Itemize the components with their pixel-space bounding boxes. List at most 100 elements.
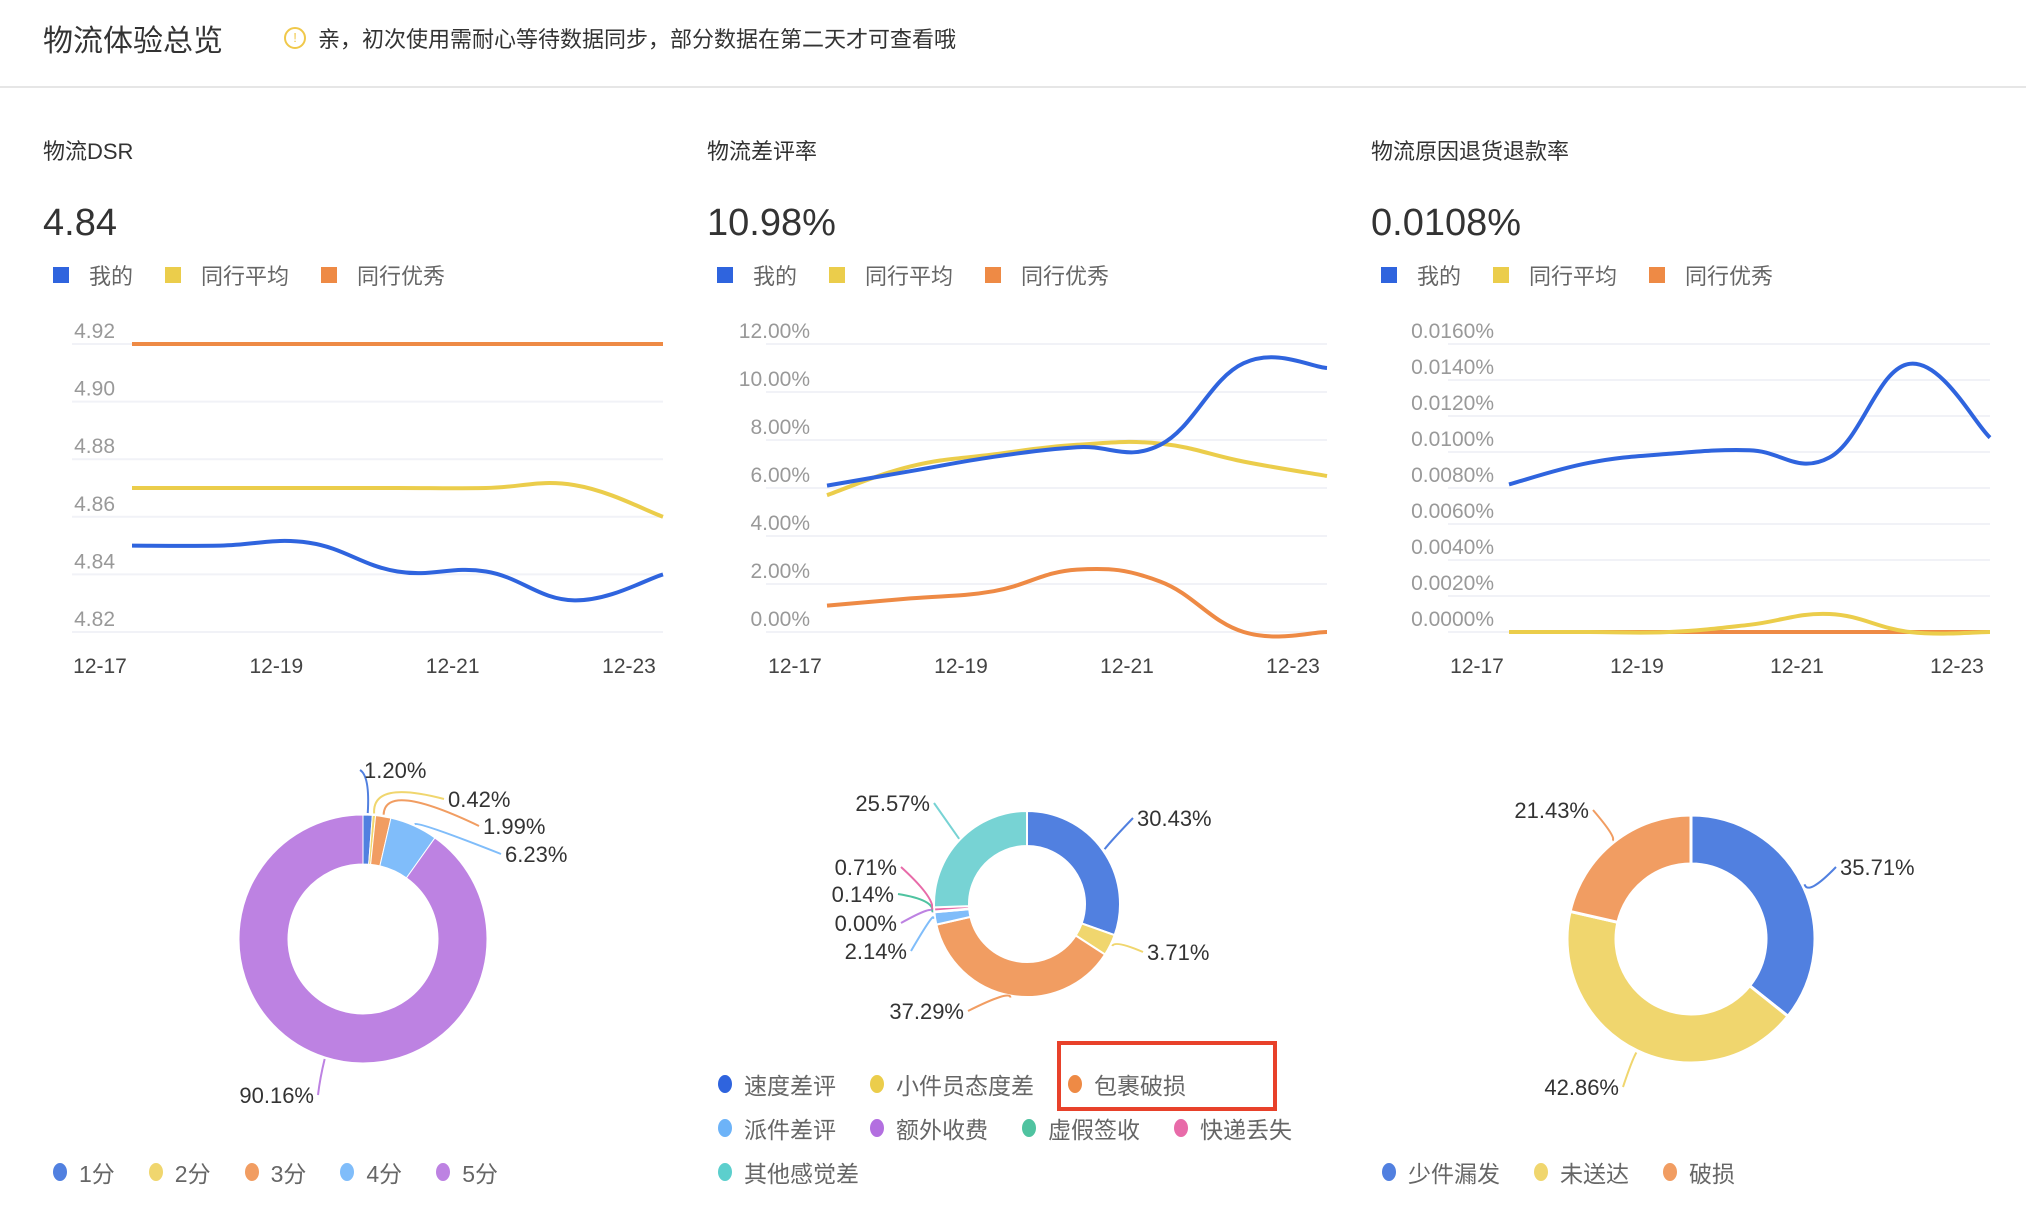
legend-item[interactable]: 其他感觉差: [718, 1150, 859, 1194]
legend-label: 少件漏发: [1408, 1161, 1500, 1187]
series-line-excellent[interactable]: [826, 566, 1328, 639]
sync-notice: ! 亲，初次使用需耐心等待数据同步，部分数据在第二天才可查看哦: [284, 22, 956, 54]
leader-line: [382, 799, 480, 827]
y-tick-label: 0.0080%: [1411, 464, 1494, 487]
legend-item[interactable]: 4分: [340, 1150, 402, 1194]
legend-item[interactable]: 额外收费: [870, 1106, 988, 1150]
leader-line: [1111, 943, 1144, 953]
line-legend: 我的 同行平均 同行优秀: [1371, 259, 2011, 291]
page-header: 物流体验总览 ! 亲，初次使用需耐心等待数据同步，部分数据在第二天才可查看哦: [0, 0, 2026, 88]
pie-slice[interactable]: [1026, 809, 1121, 937]
series-line-mine[interactable]: [1508, 361, 1992, 487]
legend-item-excellent[interactable]: 同行优秀: [985, 259, 1109, 291]
series-line-mine[interactable]: [131, 538, 664, 603]
legend-item[interactable]: 快递丢失: [1174, 1106, 1292, 1150]
legend-dot: [340, 1163, 355, 1181]
legend-item[interactable]: 速度差评: [718, 1062, 836, 1106]
legend-swatch: [165, 267, 182, 283]
slice-label: 2.14%: [845, 939, 907, 964]
legend-item[interactable]: 破损: [1663, 1150, 1735, 1194]
legend-item[interactable]: 少件漏发: [1382, 1150, 1500, 1194]
legend-item[interactable]: 包裹破损: [1068, 1062, 1186, 1106]
slice-label: 42.86%: [1544, 1075, 1619, 1100]
legend-dot: [718, 1075, 732, 1093]
legend-label: 额外收费: [896, 1117, 988, 1143]
legend-dot: [436, 1163, 451, 1181]
series-line-avg[interactable]: [826, 439, 1328, 498]
slice-label: 25.57%: [855, 791, 930, 816]
pie-legend-dsr: 1分 2分 3分 4分 5分: [53, 1150, 653, 1194]
y-tick-label: 2.00%: [750, 560, 810, 583]
legend-label: 破损: [1689, 1161, 1735, 1187]
y-tick-label: 4.86: [74, 493, 115, 516]
legend-dot: [1022, 1119, 1036, 1137]
legend-item-avg[interactable]: 同行平均: [1493, 259, 1617, 291]
legend-swatch: [53, 267, 69, 283]
legend-item-excellent[interactable]: 同行优秀: [321, 259, 445, 291]
metric-value: 4.84: [43, 202, 117, 244]
pie-slice[interactable]: [238, 814, 488, 1064]
series-line-avg[interactable]: [132, 481, 664, 519]
legend-label: 4分: [366, 1161, 403, 1187]
legend-item-avg[interactable]: 同行平均: [165, 259, 289, 291]
legend-item[interactable]: 3分: [244, 1150, 306, 1194]
y-tick-label: 0.0020%: [1411, 572, 1494, 595]
slice-label: 3.71%: [1147, 940, 1209, 965]
legend-item[interactable]: 5分: [436, 1150, 498, 1194]
metric-value: 10.98%: [707, 202, 836, 244]
pie-slice[interactable]: [1565, 909, 1791, 1065]
y-tick-label: 4.84: [74, 550, 115, 573]
legend-item-mine[interactable]: 我的: [53, 259, 133, 291]
y-tick-label: 0.00%: [750, 608, 810, 631]
legend-label: 虚假签收: [1048, 1117, 1140, 1143]
page-title: 物流体验总览: [43, 25, 223, 58]
pie-legend-refund: 少件漏发 未送达 破损: [1382, 1150, 1982, 1194]
legend-label: 派件差评: [744, 1117, 836, 1143]
series-line-mine[interactable]: [826, 355, 1328, 488]
legend-item[interactable]: 虚假签收: [1022, 1106, 1140, 1150]
x-tick-label: 12-17: [73, 655, 127, 678]
y-tick-label: 4.00%: [750, 512, 810, 535]
pie-legend-bad-review: 速度差评 小件员态度差 包裹破损 派件差评 额外收费 虚假签收 快递丢失 其他感…: [718, 1062, 1348, 1194]
legend-label: 我的: [1417, 264, 1462, 289]
pie-slice[interactable]: [933, 809, 1028, 909]
section-bad-review-rate: 物流差评率 10.98% 我的 同行平均 同行优秀: [707, 134, 1347, 291]
y-tick-label: 4.92: [74, 320, 115, 343]
legend-item-mine[interactable]: 我的: [717, 259, 797, 291]
pie-slice[interactable]: [935, 915, 1107, 998]
series-line-avg[interactable]: [1508, 611, 1991, 636]
leader-line: [317, 1058, 326, 1096]
y-tick-label: 4.82: [74, 608, 115, 631]
legend-label: 同行平均: [1529, 264, 1618, 289]
legend-item[interactable]: 派件差评: [718, 1106, 836, 1150]
pie-slice[interactable]: [1568, 813, 1693, 925]
y-tick-label: 0.0120%: [1411, 392, 1494, 415]
legend-item-mine[interactable]: 我的: [1381, 259, 1461, 291]
legend-item-avg[interactable]: 同行平均: [829, 259, 953, 291]
slice-label: 1.99%: [483, 814, 545, 839]
legend-dot: [1534, 1163, 1548, 1181]
legend-dot: [1174, 1119, 1188, 1137]
section-refund-rate: 物流原因退货退款率 0.0108% 我的 同行平均 同行优秀: [1371, 134, 2011, 291]
pie-slice[interactable]: [1689, 813, 1817, 1019]
legend-item[interactable]: 小件员态度差: [870, 1062, 1034, 1106]
legend-label: 快递丢失: [1200, 1117, 1292, 1143]
legend-item-excellent[interactable]: 同行优秀: [1649, 259, 1773, 291]
leader-line: [359, 769, 370, 814]
leader-line: [967, 994, 1012, 1012]
legend-item[interactable]: 未送达: [1534, 1150, 1629, 1194]
line-legend: 我的 同行平均 同行优秀: [707, 259, 1347, 291]
legend-item[interactable]: 2分: [148, 1150, 211, 1194]
legend-label: 我的: [753, 264, 798, 289]
legend-label: 我的: [89, 264, 134, 289]
legend-label: 其他感觉差: [744, 1161, 859, 1187]
y-tick-label: 0.0060%: [1411, 500, 1494, 523]
x-tick-label: 12-21: [426, 655, 480, 678]
highlight-box: [1057, 1041, 1277, 1111]
slice-label: 30.43%: [1137, 806, 1212, 831]
y-tick-label: 0.0160%: [1411, 320, 1494, 343]
legend-item[interactable]: 1分: [53, 1150, 115, 1194]
leader-line: [414, 823, 502, 855]
legend-dot: [1382, 1163, 1396, 1181]
leader-line: [897, 893, 934, 913]
